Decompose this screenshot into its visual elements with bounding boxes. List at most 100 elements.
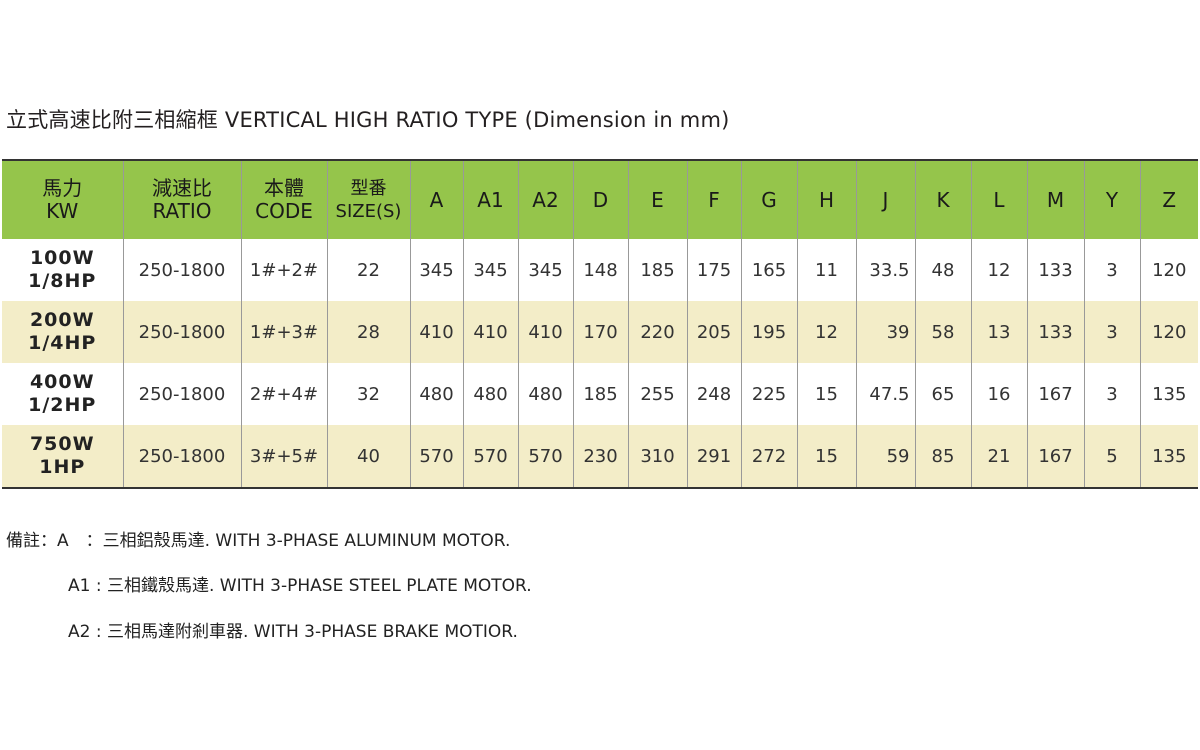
header-line1: A2 <box>532 187 559 212</box>
table-cell: 205 <box>686 301 741 363</box>
table-cell: 58 <box>914 301 971 363</box>
power-kw2: 1HP <box>39 456 86 478</box>
table-cell: 85 <box>914 425 971 488</box>
table-cell: 39 <box>855 301 915 363</box>
header-line1: A1 <box>477 187 504 212</box>
table-cell: 195 <box>740 301 797 363</box>
table-cell: 65 <box>914 363 971 425</box>
table-cell: 33.5 <box>855 239 915 301</box>
header-line1: M <box>1046 187 1065 212</box>
column-header: A2 <box>517 160 573 239</box>
table-cell: 250-1800 <box>122 301 241 363</box>
column-header: K <box>914 160 971 239</box>
table-cell: 148 <box>572 239 628 301</box>
table-cell: 133 <box>1026 239 1084 301</box>
table-cell: 250-1800 <box>122 425 241 488</box>
table-cell: 410 <box>409 301 463 363</box>
column-header: J <box>855 160 915 239</box>
header-line1: D <box>592 187 609 212</box>
table-cell: 410 <box>517 301 573 363</box>
table-cell: 5 <box>1083 425 1140 488</box>
power-kw1: 100W <box>29 247 95 269</box>
table-cell: 3 <box>1083 301 1140 363</box>
power-cell: 400W 1/2HP <box>2 363 123 425</box>
table-cell: 250-1800 <box>122 239 241 301</box>
power-kw1: 750W <box>29 433 95 455</box>
table-cell: 230 <box>572 425 628 488</box>
header-line1: 型番 <box>350 178 387 199</box>
table-cell: 345 <box>462 239 518 301</box>
table-cell: 167 <box>1026 425 1084 488</box>
table-cell: 225 <box>740 363 797 425</box>
table-cell: 1#+2# <box>240 239 327 301</box>
column-header: A1 <box>462 160 518 239</box>
table-cell: 220 <box>627 301 687 363</box>
column-header: M <box>1026 160 1084 239</box>
column-header: G <box>740 160 797 239</box>
header-line1: Y <box>1105 187 1119 212</box>
table-cell: 120 <box>1139 239 1198 301</box>
table-cell: 167 <box>1026 363 1084 425</box>
table-cell: 570 <box>409 425 463 488</box>
table-cell: 272 <box>740 425 797 488</box>
power-kw2: 1/2HP <box>28 394 97 416</box>
table-cell: 255 <box>627 363 687 425</box>
power-kw2: 1/4HP <box>28 332 97 354</box>
table-cell: 345 <box>409 239 463 301</box>
table-row: 100W 1/8HP 250-1800 1#+2# 22 345 345 345 148 185 1… <box>2 239 1198 301</box>
note-a1: A1 : 三相鐵殼馬達. WITH 3-PHASE STEEL PLATE MO… <box>68 576 532 596</box>
header-line1: L <box>993 187 1005 212</box>
table-cell: 59 <box>855 425 915 488</box>
table-cell: 40 <box>326 425 410 488</box>
header-line2: RATIO <box>152 199 212 223</box>
table-cell: 570 <box>462 425 518 488</box>
table-cell: 16 <box>970 363 1027 425</box>
table-cell: 570 <box>517 425 573 488</box>
table-cell: 175 <box>686 239 741 301</box>
column-header: 馬力 KW <box>2 160 123 239</box>
header-line1: 馬力 <box>42 176 83 200</box>
header-line1: E <box>651 187 664 212</box>
table-cell: 12 <box>796 301 856 363</box>
power-cell: 750W 1HP <box>2 425 123 488</box>
table-row: 200W 1/4HP 250-1800 1#+3# 28 410 410 410 170 220 2… <box>2 301 1198 363</box>
table-cell: 291 <box>686 425 741 488</box>
table-cell: 22 <box>326 239 410 301</box>
table-cell: 48 <box>914 239 971 301</box>
table-cell: 310 <box>627 425 687 488</box>
table-cell: 170 <box>572 301 628 363</box>
header-row: 馬力 KW 減速比 RATIO 本體 CODE 型番 SIZE(S) A A1 A2 D E F G H J K L… <box>2 160 1198 239</box>
table-cell: 135 <box>1139 363 1198 425</box>
power-cell: 100W 1/8HP <box>2 239 123 301</box>
table-row: 750W 1HP 250-1800 3#+5# 40 570 570 570 230 310 291… <box>2 425 1198 488</box>
column-header: Z <box>1139 160 1198 239</box>
table-cell: 3 <box>1083 363 1140 425</box>
power-cell: 200W 1/4HP <box>2 301 123 363</box>
table-cell: 47.5 <box>855 363 915 425</box>
header-line1: H <box>818 187 835 212</box>
column-header: E <box>627 160 687 239</box>
page-title: 立式高速比附三相縮框 VERTICAL HIGH RATIO TYPE (Dim… <box>6 108 730 132</box>
table-row: 400W 1/2HP 250-1800 2#+4# 32 480 480 480 185 255 2… <box>2 363 1198 425</box>
header-line1: G <box>761 187 777 212</box>
column-header: A <box>409 160 463 239</box>
table-cell: 345 <box>517 239 573 301</box>
table-cell: 15 <box>796 425 856 488</box>
table-cell: 3 <box>1083 239 1140 301</box>
note-a2: A2 : 三相馬達附剎車器. WITH 3-PHASE BRAKE MOTIOR… <box>68 622 518 642</box>
power-kw1: 400W <box>29 371 95 393</box>
table-cell: 410 <box>462 301 518 363</box>
header-line1: 本體 <box>264 176 304 200</box>
header-line1: 減速比 <box>152 176 212 200</box>
column-header: L <box>970 160 1027 239</box>
header-line1: A <box>429 187 444 212</box>
table-cell: 480 <box>517 363 573 425</box>
table-cell: 11 <box>796 239 856 301</box>
table-cell: 480 <box>462 363 518 425</box>
table-cell: 12 <box>970 239 1027 301</box>
column-header: F <box>686 160 741 239</box>
header-line2: KW <box>46 199 79 223</box>
table-cell: 28 <box>326 301 410 363</box>
table-cell: 3#+5# <box>240 425 327 488</box>
table-cell: 185 <box>627 239 687 301</box>
